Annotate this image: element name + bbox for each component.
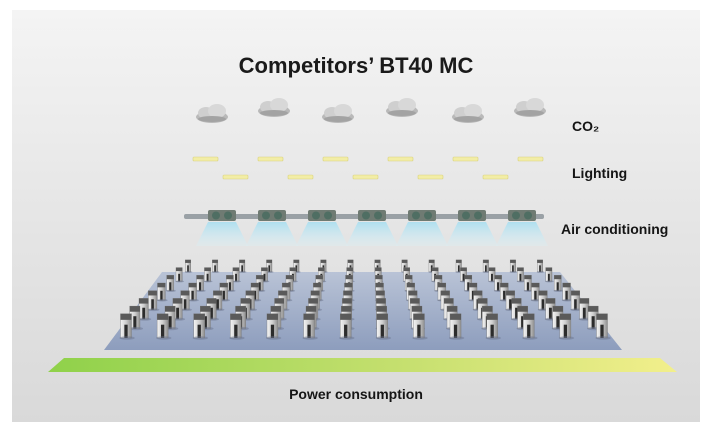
scene-illustration bbox=[48, 98, 677, 372]
lamp-icon bbox=[287, 174, 314, 180]
machine-tool-icon bbox=[522, 313, 538, 340]
ac-unit-icon bbox=[258, 210, 286, 221]
lamp-icon bbox=[482, 174, 509, 180]
machine-tool-icon bbox=[375, 313, 392, 340]
ac-unit-icon bbox=[458, 210, 486, 221]
machine-tool-icon bbox=[553, 275, 564, 292]
airflow-cone bbox=[396, 222, 448, 246]
machine-tool-icon bbox=[561, 282, 573, 302]
cloud-icon bbox=[258, 98, 290, 117]
cloud-icon bbox=[452, 104, 484, 123]
machine-tool-icon bbox=[485, 313, 501, 340]
machine-tool-icon bbox=[509, 259, 518, 273]
ac-unit-icon bbox=[208, 210, 236, 221]
power-consumption-bar bbox=[48, 358, 677, 372]
ac-unit-icon bbox=[508, 210, 536, 221]
power-consumption-label: Power consumption bbox=[289, 386, 423, 402]
machine-tool-icon bbox=[595, 313, 611, 340]
machine-tool-icon bbox=[238, 259, 247, 273]
machine-tool-icon bbox=[448, 313, 465, 340]
cloud-icon bbox=[514, 98, 546, 117]
machine-tool-icon bbox=[570, 290, 583, 312]
machine-tool-icon bbox=[156, 313, 172, 340]
machine-tool-icon bbox=[184, 259, 193, 273]
machine-tool-icon bbox=[166, 275, 176, 292]
cloud-icon bbox=[386, 98, 418, 117]
machine-tool-icon bbox=[192, 313, 209, 340]
machine-tool-icon bbox=[339, 313, 355, 340]
lamp-icon bbox=[452, 156, 479, 162]
machine-tool-icon bbox=[482, 259, 491, 273]
machine-tool-icon bbox=[211, 259, 220, 273]
machine-tool-icon bbox=[265, 259, 274, 273]
machine-tool-icon bbox=[203, 267, 213, 283]
machine-tool-icon bbox=[412, 313, 428, 340]
lamp-icon bbox=[517, 156, 544, 162]
co2-label: CO₂ bbox=[572, 118, 600, 134]
machine-tool-icon bbox=[119, 313, 135, 340]
machine-tool-icon bbox=[175, 267, 185, 283]
lamp-icon bbox=[352, 174, 379, 180]
machine-tool-icon bbox=[516, 267, 526, 283]
diagram-panel: Competitors’ BT40 MC CO₂ Lighting Air co… bbox=[12, 10, 700, 422]
lamp-icon bbox=[322, 156, 349, 162]
lamp-icon bbox=[387, 156, 414, 162]
lamp-icon bbox=[222, 174, 249, 180]
machine-tool-icon bbox=[545, 267, 554, 283]
machine-tool-icon bbox=[232, 267, 242, 283]
diagram-title: Competitors’ BT40 MC bbox=[238, 53, 474, 78]
airflow-cone bbox=[196, 222, 248, 246]
cloud-icon bbox=[322, 104, 354, 123]
machine-tool-icon bbox=[179, 290, 193, 312]
machine-tool-icon bbox=[558, 313, 575, 340]
airflow-cone bbox=[346, 222, 398, 246]
machine-tool-icon bbox=[156, 282, 168, 302]
ac-unit-icon bbox=[308, 210, 336, 221]
airflow-cone bbox=[496, 222, 548, 246]
airflow-cone bbox=[246, 222, 298, 246]
machine-tool-icon bbox=[523, 275, 534, 292]
airflow-cone bbox=[446, 222, 498, 246]
ac-unit-icon bbox=[358, 210, 386, 221]
machine-tool-icon bbox=[225, 275, 236, 292]
machine-tool-icon bbox=[229, 313, 245, 340]
lamp-icon bbox=[417, 174, 444, 180]
lighting-label: Lighting bbox=[572, 165, 628, 181]
machine-tool-icon bbox=[265, 313, 282, 340]
lamp-icon bbox=[257, 156, 284, 162]
machine-tool-icon bbox=[302, 313, 318, 340]
cloud-icon bbox=[196, 104, 228, 123]
lamp-icon bbox=[192, 156, 219, 162]
airflow-cone bbox=[296, 222, 348, 246]
ac-unit-icon bbox=[408, 210, 436, 221]
air-conditioning-label: Air conditioning bbox=[561, 221, 669, 237]
machine-tool-icon bbox=[536, 259, 545, 273]
machine-tool-icon bbox=[147, 290, 160, 312]
